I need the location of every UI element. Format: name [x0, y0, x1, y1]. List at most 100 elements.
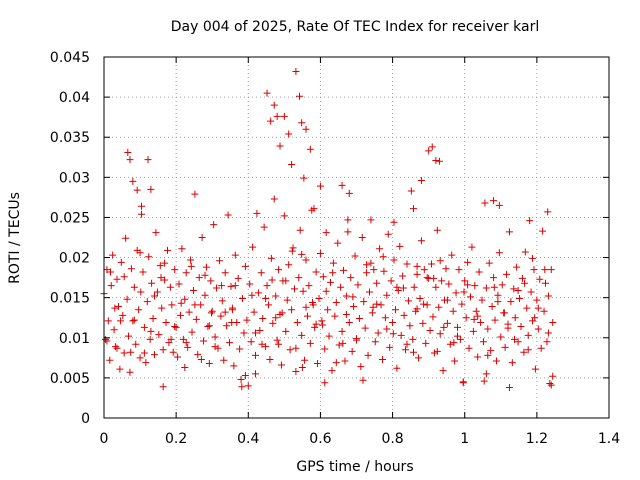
data-point	[207, 309, 215, 317]
data-point	[231, 251, 239, 259]
data-point	[347, 274, 355, 282]
x-tick-label: 1.4	[598, 431, 620, 447]
data-point	[159, 346, 167, 354]
data-point	[148, 279, 156, 287]
data-point	[481, 199, 489, 207]
data-point	[524, 346, 532, 354]
data-point	[484, 325, 492, 333]
data-point	[546, 380, 554, 388]
data-point	[319, 321, 327, 329]
data-point	[474, 312, 482, 320]
data-point	[218, 297, 226, 305]
data-point	[110, 326, 118, 334]
data-point	[363, 261, 371, 269]
data-point	[270, 101, 278, 109]
data-point	[490, 197, 498, 205]
data-point	[167, 335, 175, 343]
data-point	[234, 274, 242, 282]
chart-title: Day 004 of 2025, Rate Of TEC Index for r…	[171, 19, 539, 35]
data-point	[298, 119, 306, 127]
data-point	[443, 319, 451, 327]
data-point	[498, 281, 506, 289]
data-point	[425, 147, 433, 155]
data-point	[243, 316, 251, 324]
data-point	[111, 304, 119, 312]
data-point	[374, 329, 382, 337]
data-point	[464, 281, 472, 289]
data-point	[130, 283, 138, 291]
data-point	[495, 201, 503, 209]
data-point	[139, 268, 147, 276]
data-point	[178, 245, 186, 253]
data-point	[495, 249, 503, 257]
data-point	[302, 125, 310, 133]
data-point	[289, 244, 297, 252]
data-point	[435, 303, 443, 311]
data-point	[201, 291, 209, 299]
data-point	[176, 311, 184, 319]
data-point	[181, 363, 189, 371]
data-point	[451, 357, 459, 365]
data-point	[371, 338, 379, 346]
data-point	[446, 340, 454, 348]
data-point	[369, 303, 377, 311]
data-point	[368, 309, 376, 317]
data-point	[230, 362, 238, 370]
data-point	[438, 277, 446, 285]
data-point	[394, 286, 402, 294]
data-point	[187, 256, 195, 264]
data-point	[129, 317, 137, 325]
data-point	[127, 265, 135, 273]
data-point	[123, 295, 131, 303]
data-point	[120, 273, 128, 281]
data-point	[428, 143, 436, 151]
data-point	[312, 320, 320, 328]
data-point	[187, 262, 195, 270]
data-point	[537, 344, 545, 352]
data-point	[324, 306, 332, 314]
data-point	[162, 319, 170, 327]
data-point	[211, 343, 219, 351]
data-point	[487, 347, 495, 355]
data-point	[430, 274, 438, 282]
data-point	[391, 306, 399, 314]
data-point	[140, 323, 148, 331]
data-point	[469, 327, 477, 335]
data-point	[275, 340, 283, 348]
data-point	[386, 343, 394, 351]
data-point	[370, 266, 378, 274]
data-point	[393, 364, 401, 372]
data-point	[505, 384, 513, 392]
data-point	[403, 340, 411, 348]
data-point	[231, 282, 239, 290]
y-tick-label: 0.01	[59, 331, 90, 347]
data-point	[332, 298, 340, 306]
data-point	[468, 243, 476, 251]
data-point	[175, 280, 183, 288]
data-point	[138, 210, 146, 218]
data-point	[332, 359, 340, 367]
data-point	[268, 276, 276, 284]
data-point	[191, 301, 199, 309]
data-point	[161, 276, 169, 284]
data-point	[259, 315, 267, 323]
data-point	[334, 239, 342, 247]
data-point	[179, 335, 187, 343]
data-point	[413, 305, 421, 313]
data-point	[240, 329, 248, 337]
data-point	[543, 338, 551, 346]
data-point	[250, 308, 258, 316]
data-point	[325, 332, 333, 340]
data-point	[345, 319, 353, 327]
data-point	[302, 256, 310, 264]
data-point	[195, 274, 203, 282]
data-point	[285, 261, 293, 269]
data-point	[383, 325, 391, 333]
data-point	[440, 323, 448, 331]
data-point	[353, 335, 360, 343]
data-point	[364, 351, 372, 359]
data-point	[132, 340, 140, 348]
data-point	[321, 345, 329, 353]
data-point	[113, 344, 121, 352]
data-point	[524, 331, 532, 339]
